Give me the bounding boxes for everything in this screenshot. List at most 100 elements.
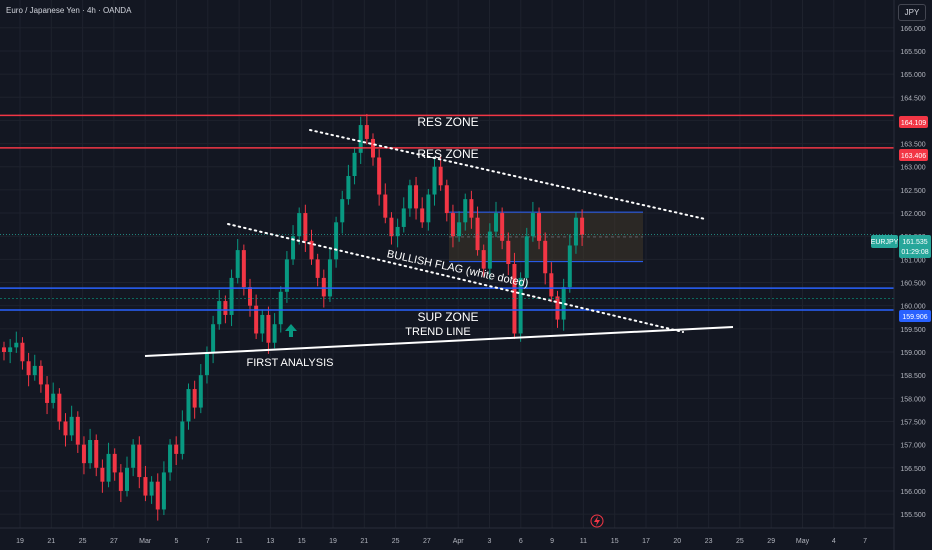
- candle-body: [487, 231, 492, 269]
- currency-button[interactable]: JPY: [898, 4, 926, 21]
- time-tick-label: 15: [298, 538, 306, 545]
- candle-up: [229, 269, 234, 327]
- candle-body: [81, 444, 86, 464]
- symbol-title[interactable]: Euro / Japanese Yen · 4h · OANDA: [6, 6, 132, 15]
- price-label-res1: 164.109: [899, 116, 928, 128]
- candle-body: [51, 393, 56, 403]
- candle-body: [75, 416, 80, 445]
- candle-down: [420, 197, 425, 228]
- candle-body: [543, 240, 548, 274]
- price-tick-label: 157.500: [900, 419, 925, 426]
- candle-down: [266, 306, 271, 354]
- candle-up: [14, 331, 19, 353]
- price-tick-label: 156.000: [900, 489, 925, 496]
- candle-up: [334, 216, 339, 268]
- time-tick-label: 6: [519, 538, 523, 545]
- candle-down: [63, 413, 68, 447]
- candle-up: [106, 442, 111, 488]
- candle-body: [475, 217, 480, 251]
- candle-down: [371, 133, 375, 166]
- candle-up: [395, 218, 400, 248]
- candle-body: [32, 365, 37, 376]
- candle-down: [174, 436, 179, 466]
- candle-up: [8, 339, 13, 364]
- candle-up: [32, 354, 37, 381]
- time-tick-label: 7: [863, 538, 867, 545]
- price-tick-label: 163.000: [900, 165, 925, 172]
- price-tick-label: 155.500: [900, 512, 925, 519]
- time-tick-label: 19: [16, 538, 24, 545]
- candle-down: [143, 465, 148, 502]
- candle-body: [327, 259, 332, 297]
- candle-up: [260, 309, 265, 342]
- price-tick-label: 157.000: [900, 443, 925, 450]
- candle-up: [346, 164, 351, 205]
- time-tick-label: May: [796, 538, 810, 545]
- time-tick-label: 19: [329, 538, 337, 545]
- lightning-icon[interactable]: [590, 514, 604, 528]
- time-tick-label: 21: [47, 538, 55, 545]
- time-tick-label: 27: [423, 538, 431, 545]
- price-axis[interactable]: 166.000165.500165.000164.500164.000163.5…: [893, 0, 932, 550]
- candle-down: [506, 232, 511, 276]
- candle-body: [555, 296, 560, 320]
- candle-body: [567, 245, 572, 288]
- candle-body: [112, 453, 117, 473]
- candle-down: [469, 190, 474, 229]
- candle-body: [2, 347, 6, 352]
- candle-body: [352, 152, 357, 176]
- up-arrow-icon: [285, 324, 297, 337]
- time-tick-label: 27: [110, 538, 118, 545]
- candle-body: [512, 264, 517, 334]
- candle-body: [315, 259, 320, 278]
- candle-up: [297, 207, 302, 245]
- candle-down: [481, 244, 486, 277]
- candle-body: [297, 213, 302, 237]
- price-tick-label: 166.000: [900, 26, 925, 33]
- price-tick-label: 162.000: [900, 211, 925, 218]
- candle-up: [530, 201, 535, 242]
- candle-up: [161, 461, 166, 516]
- candle-up: [463, 193, 468, 231]
- candle-up: [51, 382, 56, 409]
- candle-body: [573, 217, 578, 246]
- candle-body: [321, 277, 326, 297]
- res-zone-label-1: RES ZONE: [417, 115, 478, 129]
- candle-down: [57, 388, 62, 430]
- price-tick-label: 163.500: [900, 142, 925, 149]
- candle-up: [401, 197, 406, 233]
- price-tick-label: 159.500: [900, 327, 925, 334]
- price-tick-label: 164.500: [900, 95, 925, 102]
- candle-body: [149, 481, 154, 496]
- candle-body: [248, 287, 252, 306]
- time-axis[interactable]: 19 21 25 27 Mar 5 7 11 13 15 19 21 25 27 Apr 3 6 9 11 15 17 2…: [0, 527, 894, 545]
- candle-down: [580, 209, 585, 246]
- time-tick-label: 15: [611, 538, 619, 545]
- candle-body: [241, 250, 246, 288]
- candle-down: [118, 464, 123, 503]
- candle-body: [346, 176, 351, 200]
- candle-up: [457, 211, 462, 242]
- price-tick-label: 161.000: [900, 257, 925, 264]
- candle-body: [389, 217, 394, 237]
- chart-grid: [0, 0, 894, 528]
- price-tick-label: 158.500: [900, 373, 925, 380]
- candle-up: [327, 248, 332, 302]
- price-tick-label: 158.000: [900, 396, 925, 403]
- candle-body: [229, 277, 234, 315]
- candle-body: [272, 324, 277, 343]
- time-tick-label: 17: [642, 538, 650, 545]
- candle-body: [580, 217, 585, 235]
- candle-body: [395, 226, 400, 237]
- price-axis-bg: [894, 0, 932, 550]
- candle-down: [383, 183, 388, 224]
- candle-down: [100, 459, 105, 493]
- drawings: [144, 129, 734, 357]
- candle-down: [75, 411, 80, 453]
- candle-body: [161, 472, 166, 510]
- candle-up: [168, 439, 173, 481]
- candle-up: [125, 456, 129, 497]
- time-tick-label: 25: [79, 538, 87, 545]
- candle-body: [186, 389, 191, 422]
